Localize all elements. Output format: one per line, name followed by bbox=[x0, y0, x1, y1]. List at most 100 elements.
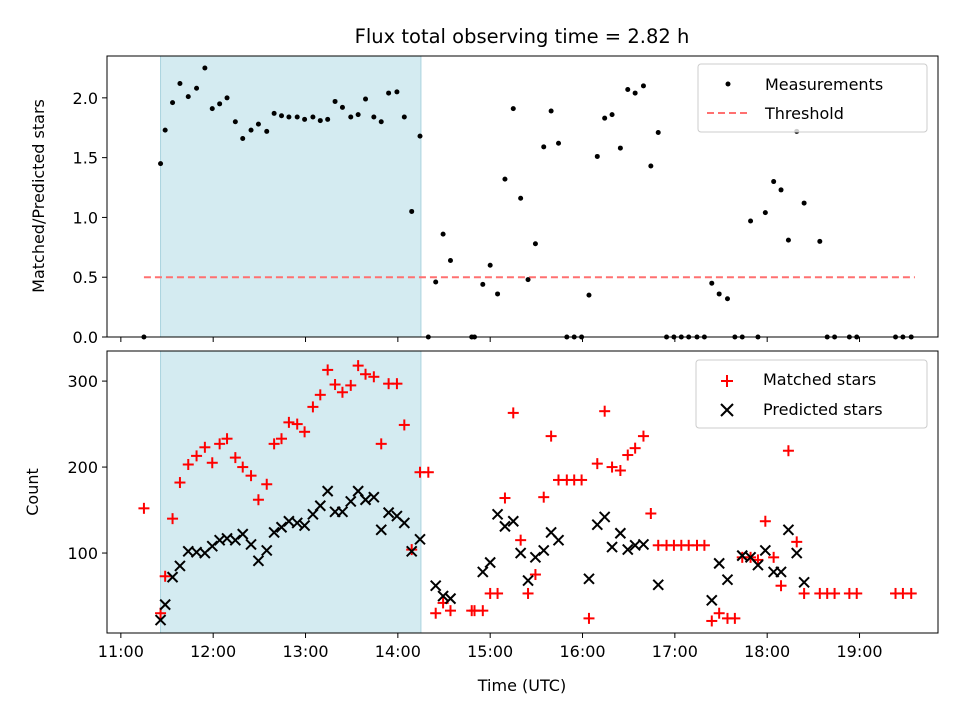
matched-star-point bbox=[583, 612, 595, 624]
predicted-star-point bbox=[444, 592, 457, 605]
measurement-point bbox=[302, 116, 308, 122]
bottom-x-tick-label: 14:00 bbox=[375, 642, 421, 661]
chart-title: Flux total observing time = 2.82 h bbox=[355, 25, 690, 48]
legend-measurements-label: Measurements bbox=[765, 75, 883, 94]
predicted-star-point bbox=[398, 517, 411, 529]
measurement-point bbox=[748, 218, 754, 224]
matched-star-point bbox=[221, 433, 233, 445]
measurement-point bbox=[325, 116, 331, 122]
measurement-point bbox=[417, 133, 423, 139]
matched-star-point bbox=[477, 605, 489, 617]
measurement-point bbox=[487, 262, 493, 268]
matched-star-point bbox=[291, 418, 303, 430]
predicted-star-point bbox=[614, 527, 627, 539]
measurement-point bbox=[495, 291, 501, 297]
predicted-star-point bbox=[583, 573, 595, 585]
matched-star-point bbox=[798, 587, 810, 599]
measurement-point bbox=[185, 94, 191, 100]
legend-measurements-marker bbox=[725, 81, 731, 87]
predicted-star-point bbox=[345, 495, 357, 508]
predicted-star-point bbox=[314, 500, 326, 512]
measurement-point bbox=[310, 114, 316, 120]
matched-star-point bbox=[515, 534, 527, 546]
matched-star-point bbox=[314, 389, 326, 401]
predicted-star-point bbox=[336, 506, 349, 518]
measurement-point bbox=[339, 104, 345, 110]
matched-star-point bbox=[398, 419, 410, 431]
matched-star-point bbox=[159, 570, 171, 582]
predicted-star-point bbox=[736, 549, 748, 562]
matched-star-point bbox=[283, 416, 295, 428]
matched-star-point bbox=[360, 368, 372, 380]
measurement-point bbox=[286, 114, 292, 120]
matched-star-point bbox=[336, 386, 348, 398]
measurement-point bbox=[255, 121, 261, 127]
measurement-point bbox=[279, 113, 285, 119]
matched-star-point bbox=[591, 458, 603, 470]
measurement-point bbox=[264, 128, 270, 134]
predicted-star-point bbox=[268, 526, 280, 539]
top-y-tick-label: 1.0 bbox=[73, 208, 98, 227]
predicted-star-point bbox=[298, 519, 311, 532]
measurement-point bbox=[224, 95, 230, 101]
measurement-point bbox=[433, 279, 439, 285]
measurement-point bbox=[232, 119, 238, 125]
predicted-star-point bbox=[368, 491, 380, 503]
measurement-point bbox=[762, 210, 768, 216]
measurement-point bbox=[194, 85, 200, 91]
top-y-tick-label: 0.0 bbox=[73, 328, 98, 347]
measurement-point bbox=[394, 89, 400, 95]
matched-star-point bbox=[167, 513, 179, 525]
measurement-point bbox=[502, 176, 508, 182]
matched-star-point bbox=[329, 379, 341, 391]
predicted-star-point bbox=[514, 547, 527, 559]
matched-star-point bbox=[199, 441, 211, 453]
legend-threshold-label: Threshold bbox=[764, 104, 844, 123]
matched-star-point bbox=[645, 507, 657, 519]
predicted-star-point bbox=[429, 580, 442, 592]
matched-star-point bbox=[214, 438, 226, 450]
predicted-star-point bbox=[405, 545, 418, 558]
predicted-star-point bbox=[321, 485, 334, 497]
measurement-point bbox=[724, 296, 730, 302]
measurement-point bbox=[294, 114, 300, 120]
matched-stars-points bbox=[138, 360, 917, 627]
predicted-star-point bbox=[382, 506, 395, 519]
bottom-y-tick-label: 200 bbox=[67, 458, 98, 477]
bottom-legend: Matched stars Predicted stars bbox=[695, 359, 928, 429]
matched-star-point bbox=[759, 515, 771, 527]
predicted-star-point bbox=[437, 590, 449, 602]
predicted-star-point bbox=[637, 538, 650, 551]
measurement-point bbox=[177, 81, 183, 87]
measurement-point bbox=[447, 257, 453, 263]
predicted-star-point bbox=[261, 544, 273, 557]
matched-star-point bbox=[276, 433, 288, 445]
matched-star-point bbox=[637, 430, 649, 442]
predicted-star-point bbox=[552, 534, 565, 546]
measurement-point bbox=[525, 277, 531, 283]
predicted-star-point bbox=[166, 571, 179, 583]
matched-star-point bbox=[352, 360, 364, 372]
matched-star-point bbox=[599, 405, 611, 417]
matched-star-point bbox=[182, 458, 194, 470]
predicted-star-point bbox=[477, 566, 489, 578]
matched-star-point bbox=[768, 551, 780, 563]
predicted-star-point bbox=[375, 524, 387, 536]
predicted-star-point bbox=[782, 524, 795, 536]
legend-matched-label: Matched stars bbox=[763, 370, 876, 389]
measurement-point bbox=[217, 101, 223, 107]
matched-star-point bbox=[529, 569, 541, 581]
measurement-point bbox=[162, 127, 168, 133]
measurement-point bbox=[771, 179, 777, 185]
top-y-tick-label: 2.0 bbox=[73, 89, 98, 108]
matched-star-point bbox=[905, 587, 917, 599]
measurement-point bbox=[510, 106, 516, 112]
predicted-star-point bbox=[283, 515, 295, 527]
predicted-star-point bbox=[159, 598, 171, 611]
matched-star-point bbox=[713, 607, 725, 619]
matched-star-point bbox=[261, 478, 273, 490]
measurement-point bbox=[317, 118, 323, 124]
top-y-tick-label: 1.5 bbox=[73, 149, 98, 168]
measurement-point bbox=[386, 90, 392, 96]
